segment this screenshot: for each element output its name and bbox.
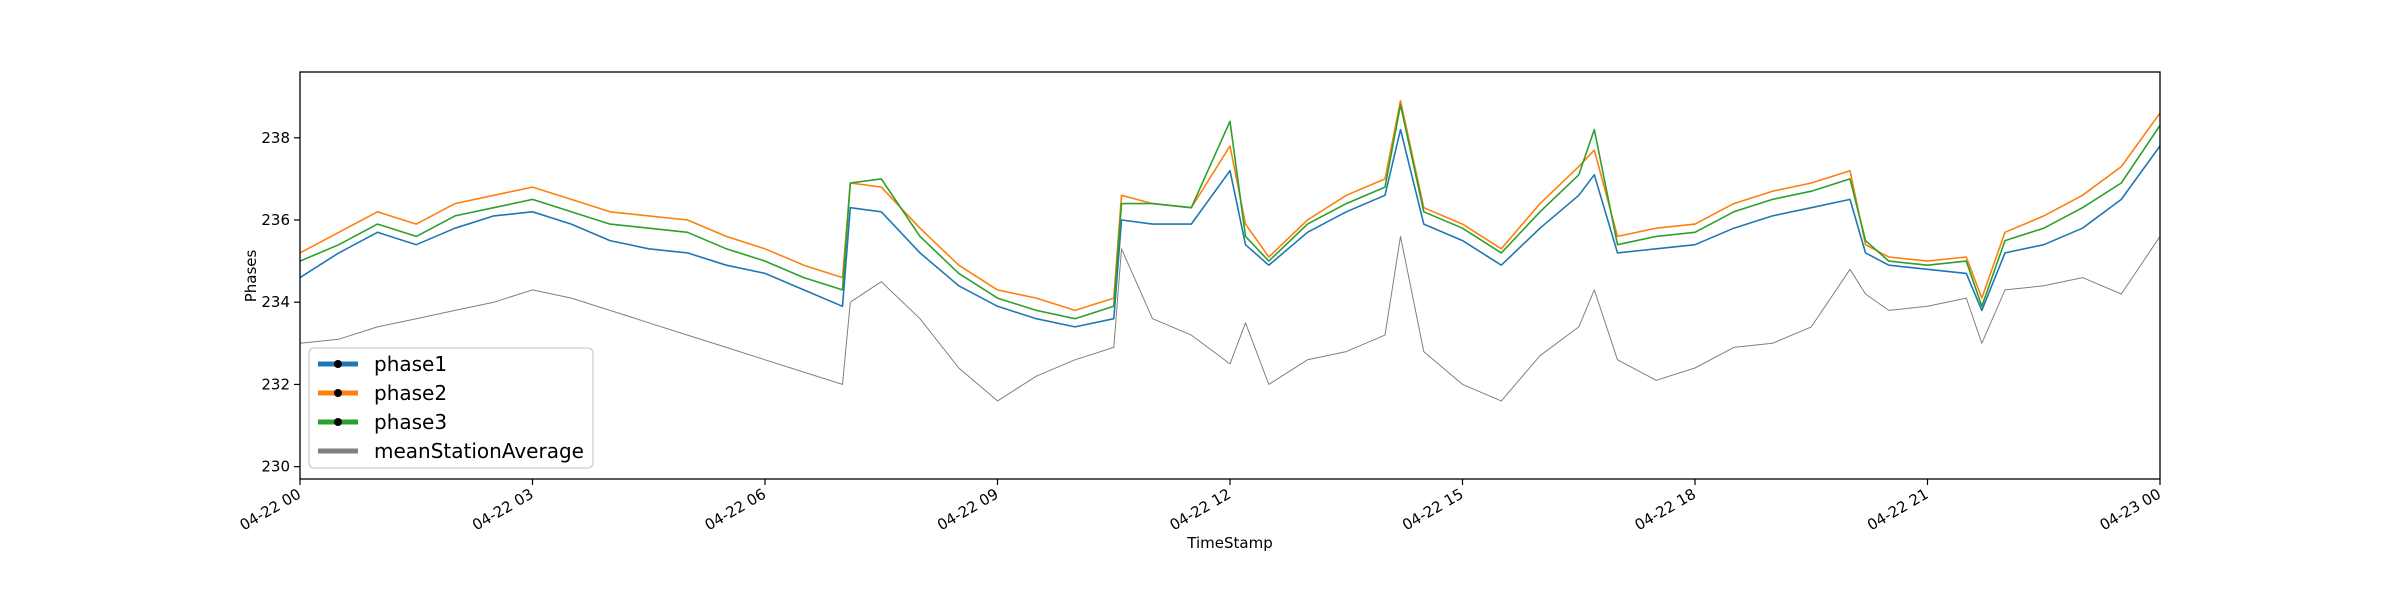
legend-marker-phase2 [334,389,342,397]
series-line-phase3 [299,104,2161,320]
legend-label-phase2: phase2 [374,381,447,405]
y-tick-label: 230 [261,458,290,476]
legend-marker-phase3 [334,418,342,426]
legend-label-phase1: phase1 [374,352,447,376]
x-tick-label: 04-22 21 [1864,485,1931,534]
legend-marker-phase1 [334,360,342,368]
series-line-phase1 [299,128,2161,328]
axis-ticks: 230 232 234 236 238 04-22 00 04-22 03 04-22 06 0… [237,129,2164,534]
legend: phase1 phase2 phase3 meanStationAverage [308,347,594,469]
series-line-phase2 [299,100,2161,312]
x-tick-label: 04-22 06 [702,485,769,534]
y-axis-label: Phases [242,250,260,303]
x-tick-label: 04-22 09 [934,485,1001,534]
legend-label-meanStationAverage: meanStationAverage [374,439,584,463]
y-tick-label: 234 [261,293,290,311]
x-tick-label: 04-22 15 [1399,485,1466,534]
y-tick-label: 232 [261,375,290,393]
x-axis-label: TimeStamp [1186,534,1272,552]
legend-label-phase3: phase3 [374,410,447,434]
legend-box [308,347,594,469]
y-tick-label: 238 [261,129,290,147]
legend-items: phase1 phase2 phase3 meanStationAverage [318,352,584,463]
series-layer [299,100,2161,402]
series-line-meanStationAverage [299,235,2161,402]
x-tick-label: 04-22 18 [1632,485,1699,534]
x-tick-label: 04-22 00 [237,485,304,534]
y-tick-label: 236 [261,211,290,229]
x-tick-label: 04-22 03 [469,485,536,534]
x-tick-label: 04-22 12 [1167,485,1234,534]
x-tick-label: 04-23 00 [2097,485,2164,534]
